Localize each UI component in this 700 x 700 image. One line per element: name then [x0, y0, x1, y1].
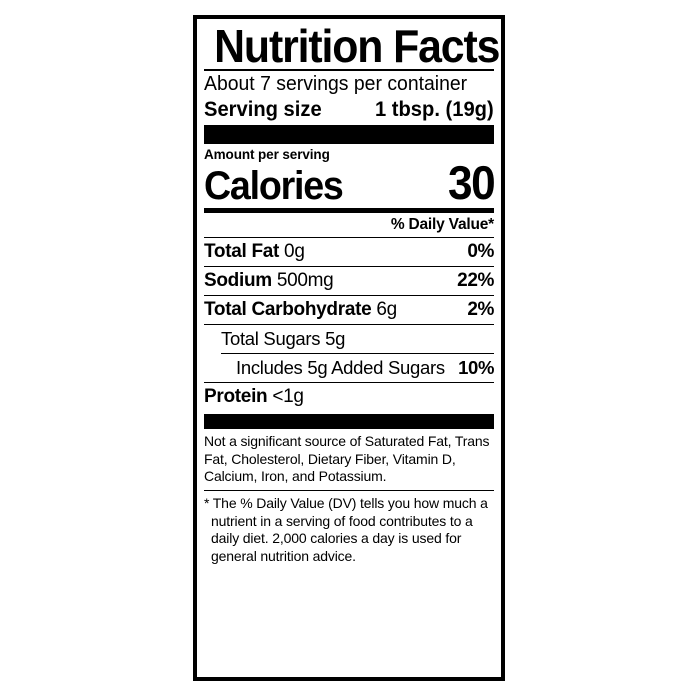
table-row: Sodium 500mg 22%: [204, 267, 494, 295]
page-title: Nutrition Facts: [214, 20, 500, 72]
calories-value: 30: [447, 156, 496, 210]
nutrient-name: Total Fat 0g: [204, 241, 305, 263]
not-significant-source-note: Not a significant source of Saturated Fa…: [204, 433, 490, 485]
amount-per-serving-label: Amount per serving: [204, 147, 330, 163]
nutrient-label: Includes 5g Added Sugars: [236, 357, 445, 379]
table-row: Protein <1g: [204, 383, 494, 411]
nutrient-label: Total Sugars 5g: [221, 328, 346, 350]
serving-size-value: 1 tbsp. (19g): [375, 98, 494, 122]
nutrient-name: Sodium 500mg: [204, 270, 334, 292]
nutrient-amount: 500mg: [276, 270, 334, 292]
calories-label: Calories: [204, 164, 344, 209]
serving-size-row: Serving size 1 tbsp. (19g): [204, 97, 494, 125]
daily-value-header: % Daily Value*: [390, 216, 494, 234]
row-divider: [204, 324, 494, 326]
nutrient-label: Protein: [204, 386, 268, 408]
divider-under-dv-header: [204, 237, 494, 239]
nutrient-amount: <1g: [272, 386, 304, 408]
nutrient-dv: 2%: [467, 299, 494, 321]
row-divider: [204, 266, 494, 268]
serving-size-label: Serving size: [204, 98, 322, 122]
calories-row: Calories 30: [204, 156, 496, 210]
nutrient-dv: 0%: [467, 241, 494, 263]
table-row: Includes 5g Added Sugars 10%: [204, 354, 494, 382]
nutrient-name: Protein <1g: [204, 386, 304, 408]
nutrient-amount: 0g: [284, 241, 305, 263]
servings-per-container: About 7 servings per container: [204, 73, 468, 96]
row-divider-indented: [221, 353, 494, 355]
nutrient-name: Total Carbohydrate 6g: [204, 299, 397, 321]
table-row: Total Fat 0g 0%: [204, 238, 494, 266]
row-divider: [204, 382, 494, 384]
divider-above-footnote: [204, 489, 494, 491]
daily-value-footnote: * The % Daily Value (DV) tells you how m…: [204, 494, 488, 564]
divider-under-calories: [204, 208, 494, 214]
row-divider: [204, 295, 494, 297]
nutrition-facts-panel: Nutrition Facts About 7 servings per con…: [193, 15, 505, 681]
table-row: Total Sugars 5g: [204, 325, 494, 353]
divider-thick-top: [204, 125, 494, 145]
nutrient-label: Total Carbohydrate: [204, 299, 372, 321]
nutrient-dv: 10%: [458, 357, 494, 379]
divider-thick-bottom: [204, 414, 494, 430]
table-row: Total Carbohydrate 6g 2%: [204, 296, 494, 324]
divider-under-title: [204, 69, 494, 72]
nutrient-label: Total Fat: [204, 241, 280, 263]
nutrient-amount: 6g: [376, 299, 397, 321]
nutrient-label: Sodium: [204, 270, 272, 292]
nutrient-dv: 22%: [457, 270, 494, 292]
